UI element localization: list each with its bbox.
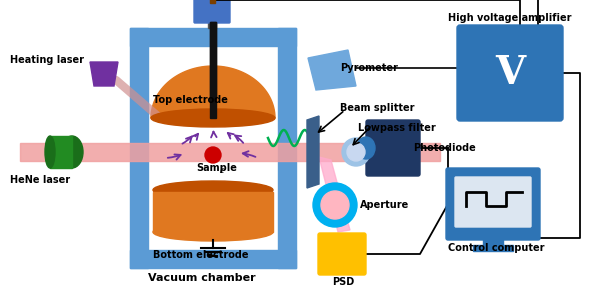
Polygon shape — [90, 62, 118, 86]
Text: Photodiode: Photodiode — [413, 143, 476, 153]
Text: PSD: PSD — [332, 277, 354, 287]
Ellipse shape — [61, 136, 83, 168]
Text: Control computer: Control computer — [448, 243, 545, 253]
Ellipse shape — [357, 137, 375, 159]
Text: Bottom electrode: Bottom electrode — [153, 250, 249, 260]
Polygon shape — [319, 157, 350, 232]
Bar — [483, 238, 503, 246]
Bar — [153, 192, 273, 232]
Text: Pyrometer: Pyrometer — [340, 63, 398, 73]
Polygon shape — [307, 116, 319, 188]
Circle shape — [321, 191, 349, 219]
Text: HeNe laser: HeNe laser — [10, 175, 70, 185]
FancyBboxPatch shape — [194, 0, 230, 23]
Text: Aperture: Aperture — [360, 200, 409, 210]
Circle shape — [205, 147, 221, 163]
Bar — [130, 28, 296, 46]
Ellipse shape — [153, 223, 273, 241]
Circle shape — [313, 183, 357, 227]
Bar — [473, 245, 513, 251]
Text: Sample: Sample — [196, 163, 237, 173]
FancyBboxPatch shape — [457, 25, 563, 121]
Text: Vacuum chamber: Vacuum chamber — [148, 273, 255, 283]
Circle shape — [347, 143, 365, 161]
Bar — [130, 250, 296, 268]
Ellipse shape — [45, 136, 55, 168]
Ellipse shape — [151, 109, 275, 127]
Text: Heating laser: Heating laser — [10, 55, 84, 65]
Bar — [210, 22, 216, 97]
Text: Top electrode: Top electrode — [153, 95, 228, 105]
Polygon shape — [151, 66, 275, 118]
Ellipse shape — [153, 181, 273, 199]
Text: E: E — [220, 168, 224, 174]
Circle shape — [342, 138, 370, 166]
Bar — [20, 143, 440, 161]
Text: High voltage amplifier: High voltage amplifier — [448, 13, 572, 23]
Bar — [278, 28, 296, 268]
Polygon shape — [308, 50, 356, 90]
Bar — [130, 28, 148, 268]
Text: Beam splitter: Beam splitter — [340, 103, 414, 113]
FancyBboxPatch shape — [446, 168, 540, 240]
Bar — [50, 136, 72, 168]
Text: Lowpass filter: Lowpass filter — [358, 123, 436, 133]
Text: V: V — [495, 54, 525, 92]
Bar — [210, 0, 215, 3]
Bar — [210, 22, 216, 118]
FancyBboxPatch shape — [318, 233, 366, 275]
FancyBboxPatch shape — [366, 120, 420, 176]
Bar — [208, 5, 216, 28]
FancyBboxPatch shape — [455, 177, 531, 227]
